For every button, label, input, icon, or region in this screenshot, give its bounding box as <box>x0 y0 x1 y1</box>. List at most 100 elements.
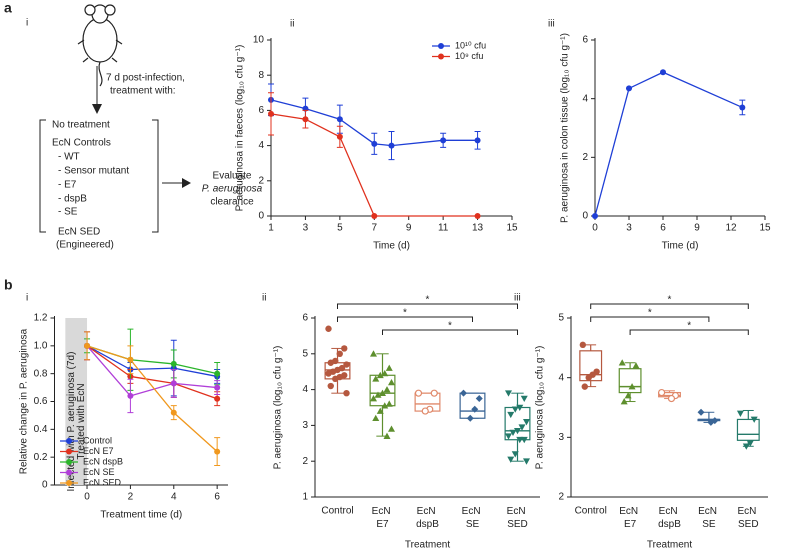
significance-label: * <box>648 308 652 319</box>
legend-label: EcN SED <box>83 477 122 487</box>
point <box>507 456 515 463</box>
y-tick-label: 8 <box>258 70 264 81</box>
point <box>632 362 640 369</box>
point <box>214 395 221 402</box>
box <box>736 418 760 441</box>
significance-bracket <box>629 329 749 335</box>
section-label: b <box>4 277 13 293</box>
legend-marker <box>66 480 72 486</box>
x-tick-label: 1 <box>268 223 274 234</box>
step-text: treatment with: <box>110 86 176 97</box>
series-line <box>270 113 478 217</box>
x-tick-label: 5 <box>337 223 343 234</box>
legend-marker <box>438 43 444 49</box>
significance-label: * <box>403 308 407 319</box>
point <box>370 395 377 402</box>
x-tick-label: 6 <box>214 492 220 503</box>
point <box>592 213 598 219</box>
x-tick-label: Control <box>575 506 607 517</box>
group-text: - Sensor mutant <box>58 166 129 177</box>
chart: ii 1 2 3 4 5 6 P. aeruginosa (log₁₀ cfu g⁻¹) Tre… <box>262 293 540 551</box>
panel-label: ii <box>262 293 266 304</box>
point <box>336 350 343 357</box>
x-axis-label: Treatment time (d) <box>100 510 182 521</box>
point <box>127 356 134 363</box>
series-line <box>594 71 743 217</box>
outcome-text: Evaluate <box>213 171 252 182</box>
y-tick-label: 2 <box>582 152 588 163</box>
x-tick-label: 0 <box>84 492 90 503</box>
point <box>376 371 384 379</box>
x-tick-label: 15 <box>759 223 771 234</box>
point <box>336 116 343 123</box>
group-text: (Engineered) <box>56 240 114 251</box>
x-tick-label: 9 <box>694 223 700 234</box>
point <box>414 389 423 397</box>
series-line <box>86 345 218 453</box>
annotation: Treated with EcN <box>76 383 87 459</box>
y-tick-label: 3 <box>558 432 564 443</box>
point <box>746 440 754 447</box>
x-tick-label: EcN SED <box>507 506 529 530</box>
y-tick-label: 6 <box>302 313 308 324</box>
legend-marker <box>66 448 72 455</box>
group-text: EcN Controls <box>52 138 111 149</box>
point <box>516 436 524 444</box>
point <box>511 451 519 458</box>
x-tick-label: 0 <box>592 223 598 234</box>
x-tick-label: 2 <box>128 492 134 503</box>
point <box>505 433 512 440</box>
group-text: No treatment <box>52 120 110 131</box>
y-axis-label: P. aeruginosa in colon tissue (log₁₀ cfu… <box>560 33 571 223</box>
y-tick-label: 0 <box>582 211 588 222</box>
x-tick-label: EcN SED <box>737 506 759 530</box>
legend-label: EcN E7 <box>83 446 114 456</box>
y-tick-label: 2 <box>258 175 264 186</box>
box <box>459 392 486 419</box>
point <box>388 142 395 149</box>
point <box>523 419 530 426</box>
point <box>371 213 378 219</box>
point <box>658 388 666 397</box>
point <box>628 383 636 390</box>
point <box>214 370 221 377</box>
legend-label: Control <box>83 435 112 445</box>
x-tick-label: 3 <box>626 223 632 234</box>
point <box>475 395 483 403</box>
x-tick-label: 3 <box>303 223 309 234</box>
x-tick-label: 9 <box>406 223 412 234</box>
point <box>624 392 632 399</box>
chart: iii 2 3 4 5 P. aeruginosa (log₁₀ cfu g⁻¹) Trea… <box>514 293 768 551</box>
group-text: EcN SED <box>58 227 100 238</box>
y-axis-label: Relative change in P. aeruginosa <box>19 328 30 474</box>
x-tick-label: EcN E7 <box>619 506 641 530</box>
point <box>343 389 350 397</box>
panel-label: iii <box>548 19 555 30</box>
point <box>372 375 380 382</box>
legend-marker <box>66 469 72 476</box>
y-tick-label: 0.8 <box>34 368 48 379</box>
x-tick-label: EcN dspB <box>658 506 681 530</box>
point <box>660 69 666 76</box>
point <box>127 392 134 399</box>
outcome-text: P. aeruginosa <box>202 184 263 195</box>
x-tick-label: EcN SE <box>698 506 720 530</box>
point <box>520 395 528 403</box>
y-tick-label: 0.2 <box>34 452 48 463</box>
y-tick-label: 10 <box>253 35 265 46</box>
group-text: - WT <box>58 152 80 163</box>
group-text: - SE <box>58 207 78 218</box>
point <box>381 369 389 377</box>
point <box>509 429 517 437</box>
series-line <box>86 345 218 400</box>
point <box>518 424 526 431</box>
point <box>385 400 393 407</box>
y-tick-label: 2 <box>558 492 564 503</box>
point <box>170 409 177 416</box>
point <box>371 140 378 147</box>
significance-label: * <box>448 321 452 332</box>
point <box>374 391 382 398</box>
outcome-text: clearance <box>210 197 254 208</box>
diagram: i 7 d post-infection, treatment with: No… <box>26 4 263 251</box>
point <box>214 384 221 391</box>
